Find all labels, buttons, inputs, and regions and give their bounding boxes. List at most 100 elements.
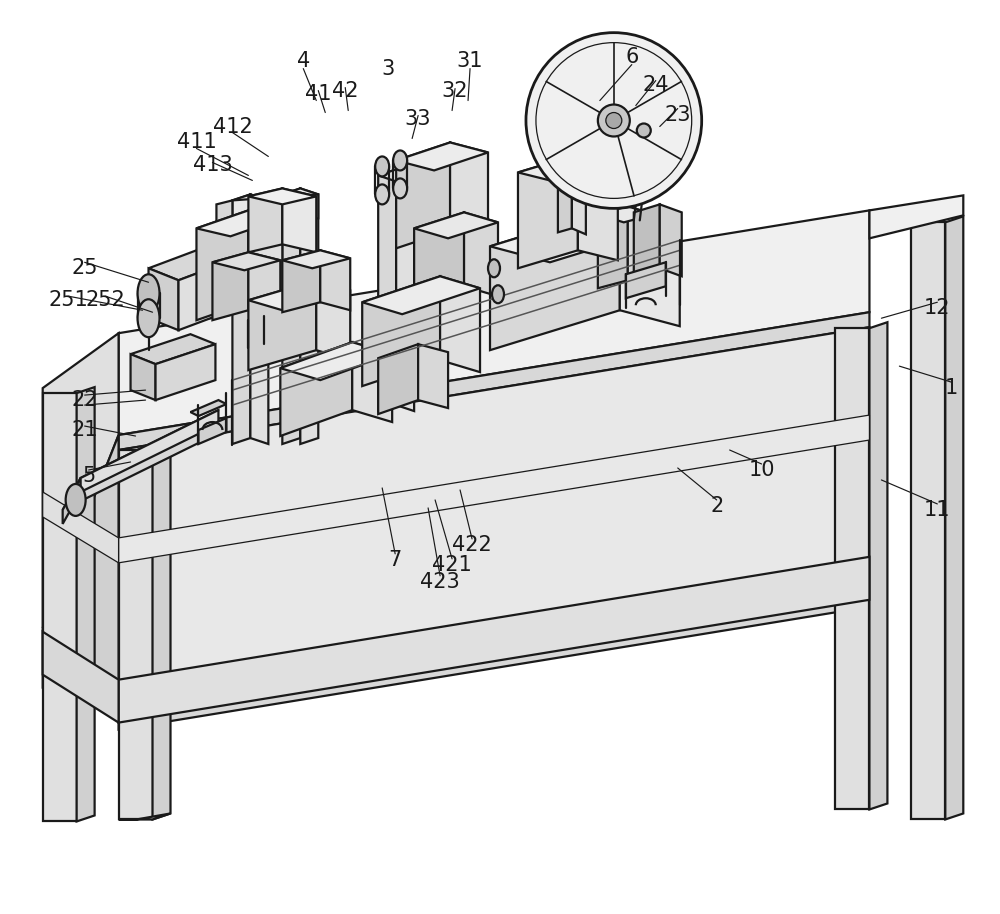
Text: 3: 3 (382, 58, 395, 79)
Polygon shape (248, 188, 316, 205)
Polygon shape (869, 323, 887, 810)
Polygon shape (119, 813, 171, 820)
Polygon shape (119, 327, 869, 690)
Ellipse shape (66, 484, 86, 515)
Polygon shape (362, 276, 480, 314)
Polygon shape (598, 207, 628, 288)
Text: 5: 5 (82, 466, 95, 486)
Text: 412: 412 (213, 116, 252, 136)
Polygon shape (490, 207, 620, 350)
Polygon shape (43, 393, 77, 822)
Polygon shape (232, 195, 318, 224)
Ellipse shape (488, 260, 500, 277)
Text: 411: 411 (177, 133, 216, 153)
Polygon shape (43, 334, 119, 628)
Circle shape (606, 112, 622, 129)
Polygon shape (378, 345, 418, 414)
Polygon shape (248, 210, 282, 310)
Polygon shape (835, 328, 869, 810)
Polygon shape (320, 250, 350, 310)
Polygon shape (440, 276, 480, 372)
Polygon shape (153, 444, 171, 820)
Polygon shape (626, 262, 666, 298)
Polygon shape (248, 281, 350, 310)
Polygon shape (414, 212, 464, 303)
Polygon shape (418, 345, 448, 408)
Text: 1: 1 (945, 378, 958, 399)
Polygon shape (518, 154, 578, 269)
Text: 7: 7 (389, 550, 402, 569)
Text: 11: 11 (924, 500, 951, 520)
Polygon shape (414, 212, 498, 239)
Text: 41: 41 (305, 83, 332, 103)
Ellipse shape (138, 274, 160, 313)
Text: 33: 33 (405, 109, 431, 129)
Polygon shape (77, 388, 95, 822)
Polygon shape (620, 207, 680, 326)
Polygon shape (628, 207, 654, 288)
Polygon shape (198, 418, 226, 444)
Polygon shape (396, 169, 414, 411)
Polygon shape (598, 207, 654, 222)
Text: 22: 22 (71, 390, 98, 410)
Polygon shape (362, 276, 440, 386)
Text: 23: 23 (664, 104, 691, 124)
Text: 413: 413 (193, 155, 232, 175)
Polygon shape (63, 478, 81, 524)
Polygon shape (212, 252, 280, 271)
Text: 10: 10 (748, 460, 775, 480)
Text: 32: 32 (442, 80, 468, 101)
Polygon shape (660, 205, 682, 276)
Polygon shape (43, 492, 119, 563)
Polygon shape (396, 143, 450, 249)
Text: 42: 42 (332, 80, 358, 101)
Polygon shape (149, 250, 226, 281)
Polygon shape (282, 188, 316, 252)
Polygon shape (119, 313, 869, 450)
Polygon shape (248, 281, 316, 370)
Polygon shape (131, 335, 215, 364)
Text: 12: 12 (924, 298, 951, 318)
Circle shape (637, 123, 651, 137)
Polygon shape (490, 207, 680, 262)
Ellipse shape (375, 156, 389, 176)
Polygon shape (282, 188, 300, 444)
Polygon shape (911, 222, 945, 820)
Polygon shape (378, 169, 396, 411)
Polygon shape (178, 262, 226, 330)
Text: 421: 421 (432, 555, 472, 575)
Polygon shape (131, 354, 156, 400)
Ellipse shape (492, 285, 504, 303)
Polygon shape (518, 154, 618, 183)
Polygon shape (450, 143, 488, 240)
Polygon shape (945, 217, 963, 820)
Ellipse shape (393, 178, 407, 198)
Polygon shape (232, 195, 250, 444)
Polygon shape (558, 151, 572, 232)
Polygon shape (43, 435, 119, 690)
Text: 252: 252 (86, 291, 125, 310)
Text: 24: 24 (643, 75, 669, 94)
Polygon shape (196, 210, 282, 237)
Text: 6: 6 (625, 47, 638, 67)
Polygon shape (280, 342, 352, 436)
Polygon shape (248, 252, 280, 318)
Polygon shape (378, 169, 414, 181)
Ellipse shape (393, 151, 407, 170)
Polygon shape (282, 188, 318, 200)
Polygon shape (119, 557, 869, 723)
Polygon shape (250, 195, 268, 444)
Polygon shape (634, 205, 660, 276)
Text: 423: 423 (420, 572, 460, 591)
Polygon shape (216, 200, 232, 228)
Polygon shape (232, 195, 268, 207)
Polygon shape (464, 212, 498, 296)
Polygon shape (248, 188, 282, 252)
Polygon shape (300, 188, 318, 444)
Text: 251: 251 (49, 291, 89, 310)
Ellipse shape (375, 185, 389, 205)
Polygon shape (119, 210, 869, 435)
Polygon shape (869, 196, 963, 239)
Text: 422: 422 (452, 535, 492, 555)
Ellipse shape (138, 299, 160, 337)
